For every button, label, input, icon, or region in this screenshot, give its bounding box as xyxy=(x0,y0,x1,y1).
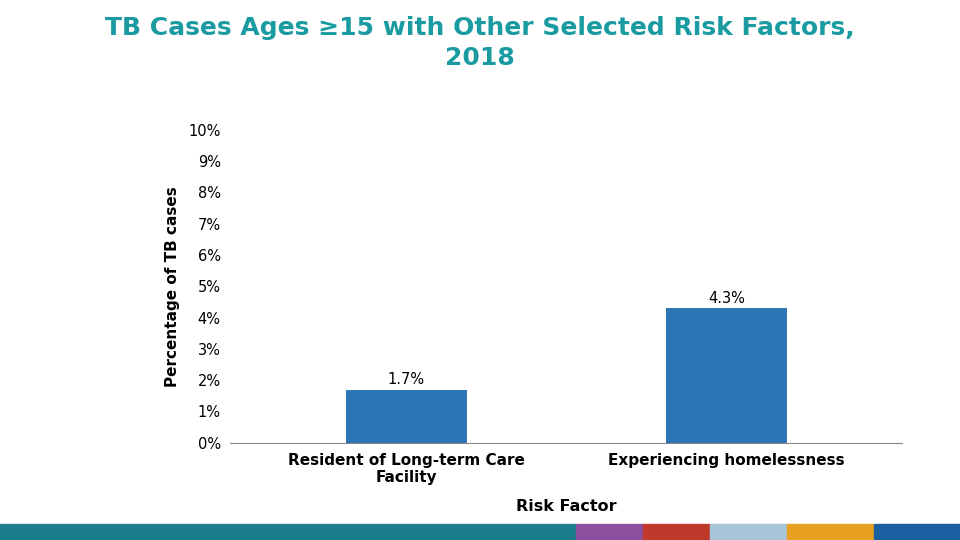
X-axis label: Risk Factor: Risk Factor xyxy=(516,499,616,514)
Bar xyxy=(665,308,787,443)
Text: TB Cases Ages ≥15 with Other Selected Risk Factors,
2018: TB Cases Ages ≥15 with Other Selected Ri… xyxy=(106,16,854,70)
Text: 4.3%: 4.3% xyxy=(708,291,745,306)
Text: 1.7%: 1.7% xyxy=(388,373,425,387)
Y-axis label: Percentage of TB cases: Percentage of TB cases xyxy=(165,186,180,387)
Bar xyxy=(346,389,468,443)
